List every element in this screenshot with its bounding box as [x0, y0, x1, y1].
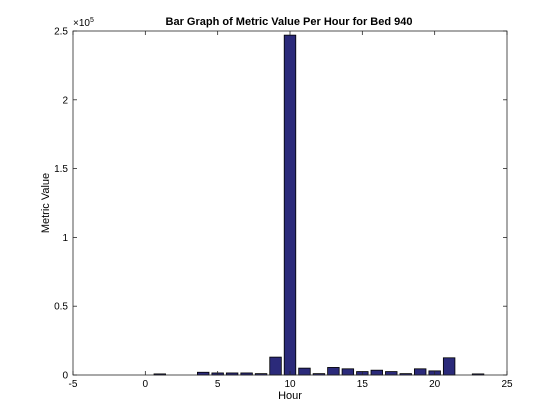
- x-tick-label: 0: [143, 379, 149, 390]
- y-tick-label: 0.5: [54, 302, 68, 313]
- x-tick-label: 5: [215, 379, 221, 390]
- y-axis-exponent: ×105: [73, 17, 94, 29]
- y-tick-label: 0: [62, 371, 68, 382]
- x-tick-label: 25: [501, 379, 513, 390]
- y-tick-label: 1: [62, 233, 68, 244]
- y-axis-label: Metric Value: [40, 173, 52, 233]
- x-tick-label: 15: [357, 379, 369, 390]
- y-axis-exponent-power: 5: [90, 17, 94, 24]
- bar: [385, 371, 398, 376]
- x-axis-label: Hour: [278, 390, 302, 402]
- y-tick-label: 1.5: [54, 164, 68, 175]
- bar: [341, 368, 355, 376]
- y-tick-label: 2.5: [54, 27, 68, 38]
- x-tick-label: -5: [69, 379, 78, 390]
- bar: [197, 371, 210, 376]
- y-axis-ticks: 0 0.5 1 1.5 2 2.5: [54, 27, 507, 382]
- y-tick-label: 2: [62, 95, 68, 106]
- chart-title: Bar Graph of Metric Value Per Hour for B…: [166, 16, 413, 28]
- x-tick-label: 20: [429, 379, 441, 390]
- x-axis-ticks: -5 0 5 10 15 20 25: [69, 31, 513, 390]
- bar: [298, 367, 311, 376]
- bar: [370, 369, 383, 376]
- bar: [269, 356, 282, 376]
- y-axis-exponent-base: ×10: [73, 18, 90, 29]
- bar: [442, 357, 456, 376]
- bars-group: [153, 34, 485, 376]
- bar: [414, 368, 427, 376]
- bar: [327, 367, 340, 376]
- x-tick-label: 10: [284, 379, 296, 390]
- bar: [283, 34, 297, 376]
